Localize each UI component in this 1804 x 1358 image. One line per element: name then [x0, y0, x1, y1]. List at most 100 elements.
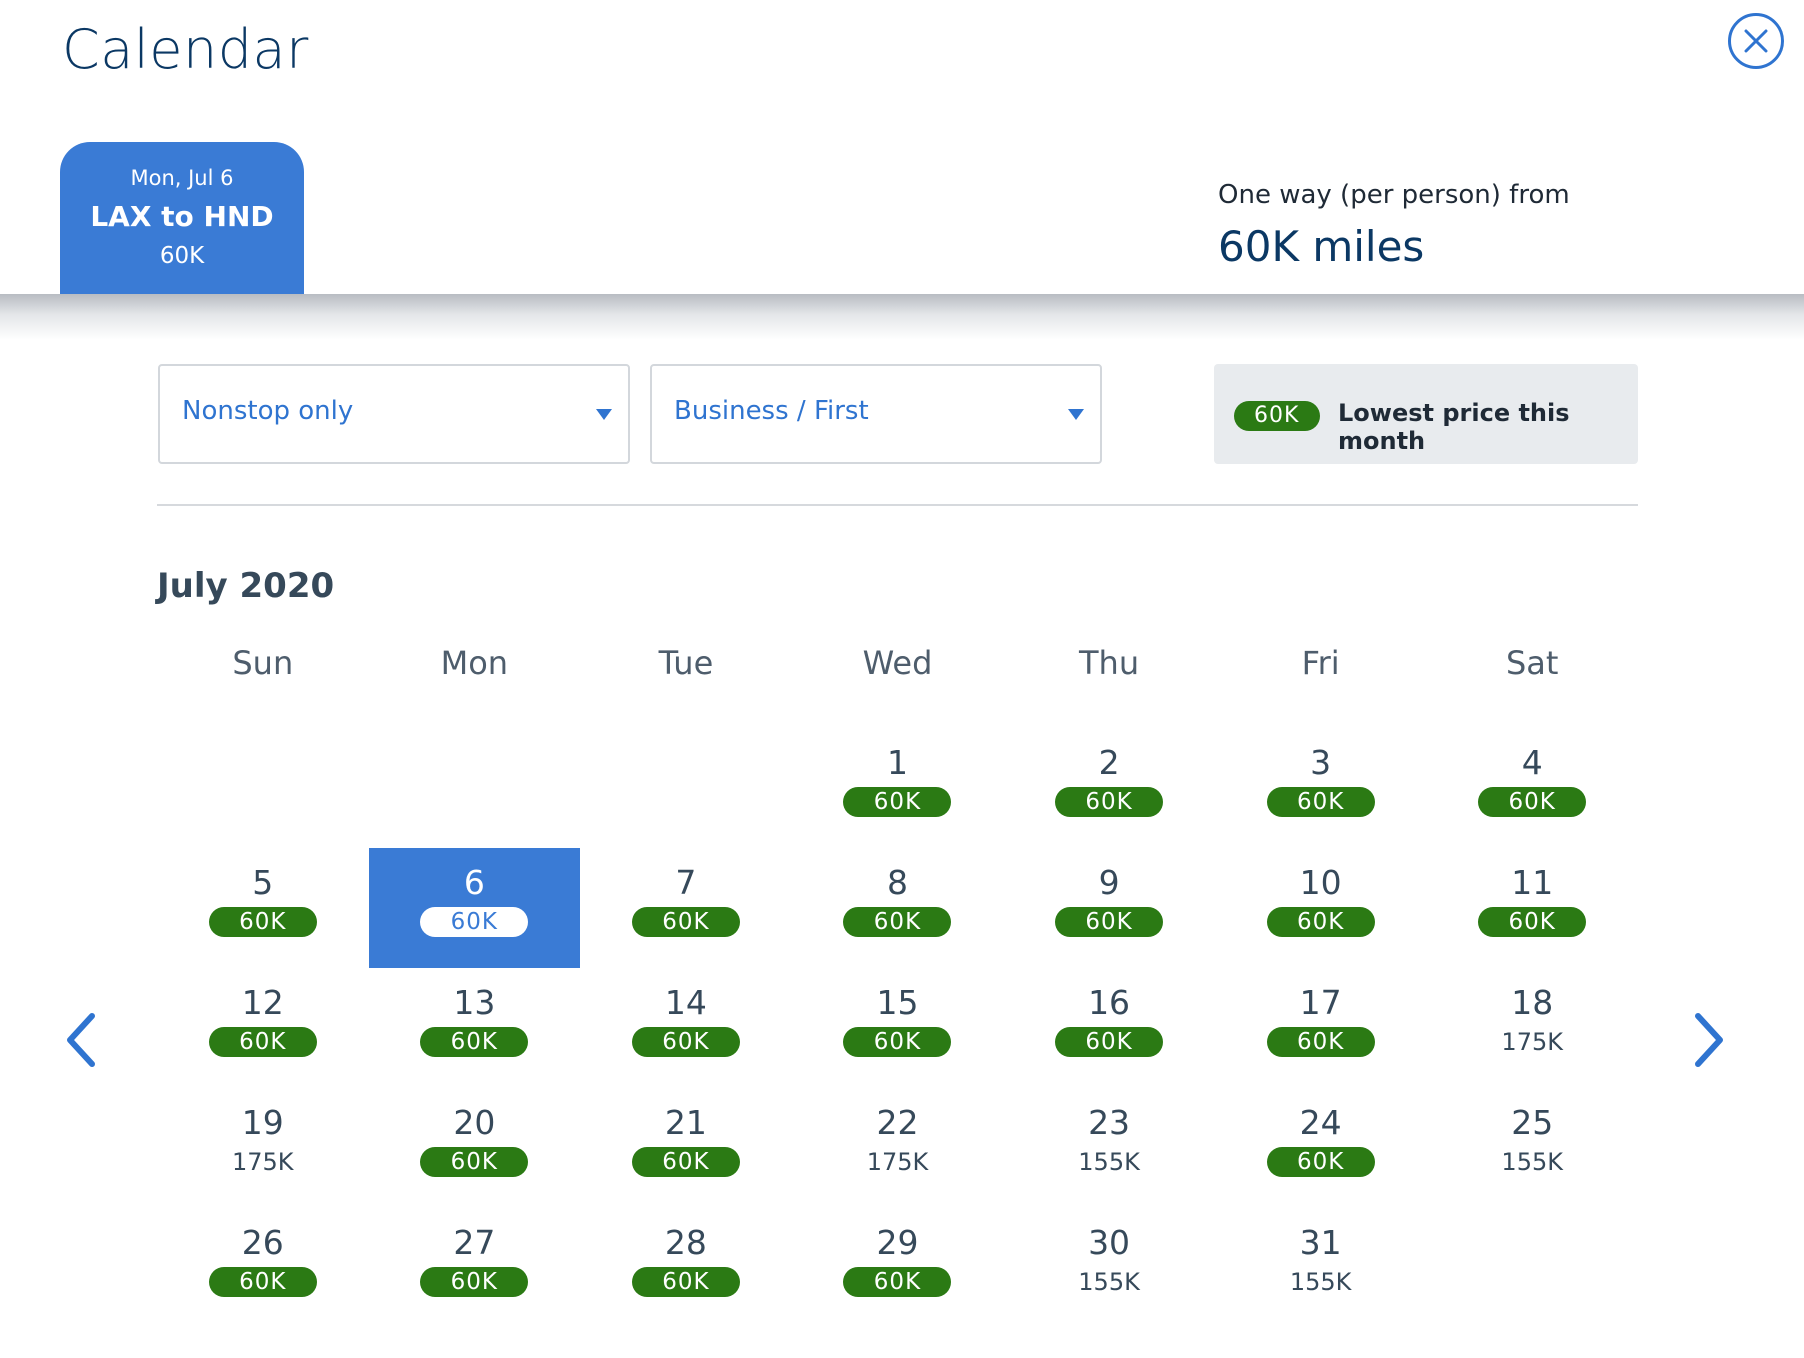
day-price: 155K — [1501, 1148, 1563, 1176]
day-number: 25 — [1511, 1103, 1554, 1142]
caret-down-icon — [1068, 409, 1084, 420]
lowest-price-badge: 60K — [1266, 1027, 1375, 1057]
day-number: 16 — [1088, 983, 1131, 1022]
day-number: 13 — [453, 983, 496, 1022]
day-number: 19 — [241, 1103, 284, 1142]
stops-dropdown[interactable]: Nonstop only — [158, 364, 630, 464]
cabin-dropdown[interactable]: Business / First — [650, 364, 1102, 464]
lowest-price-badge: 60K — [420, 1027, 529, 1057]
lowest-price-badge: 60K — [631, 1027, 740, 1057]
day-number: 6 — [463, 863, 485, 902]
calendar-day[interactable]: 17 60K — [1215, 968, 1427, 1088]
calendar-day[interactable]: 21 60K — [580, 1088, 792, 1208]
legend-badge: 60K — [1234, 401, 1320, 431]
month-title: July 2020 — [157, 566, 335, 606]
calendar-day[interactable]: 3 60K — [1215, 728, 1427, 848]
weekday-label: Wed — [862, 644, 933, 682]
calendar-day[interactable]: 5 60K — [157, 848, 369, 968]
calendar-day[interactable]: 26 60K — [157, 1208, 369, 1328]
lowest-price-badge: 60K — [1266, 907, 1375, 937]
weekday-label: Tue — [658, 644, 714, 682]
day-number: 18 — [1511, 983, 1554, 1022]
header-shadow — [0, 294, 1804, 340]
prev-month-button[interactable] — [64, 1010, 98, 1074]
day-number: 10 — [1299, 863, 1342, 902]
day-number: 20 — [453, 1103, 496, 1142]
lowest-price-badge: 60K — [1478, 787, 1587, 817]
lowest-price-badge: 60K — [631, 1267, 740, 1297]
lowest-price-badge: 60K — [843, 907, 952, 937]
calendar-day[interactable]: 31 155K — [1215, 1208, 1427, 1328]
day-number: 8 — [886, 863, 908, 902]
day-price: 155K — [1078, 1148, 1140, 1176]
close-button[interactable] — [1728, 13, 1784, 69]
calendar-day[interactable]: 14 60K — [580, 968, 792, 1088]
legend-text: Lowest price this month — [1338, 399, 1570, 455]
weekday-label: Fri — [1301, 644, 1340, 682]
day-number: 1 — [886, 743, 908, 782]
lowest-price-badge: 60K — [843, 1267, 952, 1297]
calendar-day-selected[interactable]: 6 60K — [368, 848, 581, 968]
stops-dropdown-value: Nonstop only — [182, 396, 354, 426]
calendar-grid: 1 60K 2 60K 3 60K 4 60K 5 60K 6 60K 7 60K 8 60K 9 60K 10 60… — [157, 728, 1638, 1328]
calendar-day[interactable]: 9 60K — [1003, 848, 1215, 968]
day-number: 29 — [876, 1223, 919, 1262]
calendar-day[interactable]: 4 60K — [1426, 728, 1638, 848]
trip-tab[interactable]: Mon, Jul 6 LAX to HND 60K — [60, 142, 304, 294]
lowest-price-badge: 60K — [208, 1267, 317, 1297]
day-number: 4 — [1521, 743, 1543, 782]
day-number: 21 — [664, 1103, 707, 1142]
day-number: 24 — [1299, 1103, 1342, 1142]
lowest-price-badge: 60K — [1478, 907, 1587, 937]
calendar-day[interactable]: 30 155K — [1003, 1208, 1215, 1328]
trip-route: LAX to HND — [90, 200, 274, 233]
calendar-day[interactable]: 27 60K — [369, 1208, 581, 1328]
calendar-day[interactable]: 22 175K — [792, 1088, 1004, 1208]
lowest-price-badge: 60K — [420, 1267, 529, 1297]
lowest-price-badge: 60K — [1055, 787, 1164, 817]
calendar-day[interactable]: 24 60K — [1215, 1088, 1427, 1208]
calendar-day[interactable]: 2 60K — [1003, 728, 1215, 848]
calendar-day[interactable]: 11 60K — [1426, 848, 1638, 968]
divider — [157, 504, 1638, 506]
day-number: 5 — [252, 863, 274, 902]
day-number: 3 — [1310, 743, 1332, 782]
day-number: 30 — [1088, 1223, 1131, 1262]
calendar-day[interactable]: 7 60K — [580, 848, 792, 968]
next-month-button[interactable] — [1692, 1010, 1726, 1074]
day-price: 155K — [1078, 1268, 1140, 1296]
day-number: 2 — [1098, 743, 1120, 782]
fare-summary-label: One way (per person) from — [1218, 180, 1570, 210]
lowest-price-badge: 60K — [631, 907, 740, 937]
calendar-day[interactable]: 12 60K — [157, 968, 369, 1088]
calendar-day[interactable]: 8 60K — [792, 848, 1004, 968]
calendar-day[interactable]: 23 155K — [1003, 1088, 1215, 1208]
lowest-price-legend: 60K Lowest price this month — [1214, 364, 1638, 464]
lowest-price-badge: 60K — [420, 1147, 529, 1177]
fare-summary-value: 60K miles — [1218, 222, 1425, 271]
fare-summary: One way (per person) from 60K miles — [1218, 180, 1570, 271]
trip-date: Mon, Jul 6 — [130, 166, 234, 190]
calendar-day[interactable]: 1 60K — [792, 728, 1004, 848]
weekday-label: Mon — [440, 644, 509, 682]
lowest-price-badge: 60K — [1266, 787, 1375, 817]
close-icon — [1744, 29, 1768, 53]
calendar-day[interactable]: 29 60K — [792, 1208, 1004, 1328]
calendar-day[interactable]: 13 60K — [369, 968, 581, 1088]
calendar-day[interactable]: 15 60K — [792, 968, 1004, 1088]
calendar-day[interactable]: 25 155K — [1426, 1088, 1638, 1208]
chevron-right-icon — [1695, 1013, 1723, 1067]
lowest-price-badge: 60K — [1266, 1147, 1375, 1177]
calendar-day[interactable]: 28 60K — [580, 1208, 792, 1328]
calendar-day[interactable]: 10 60K — [1215, 848, 1427, 968]
calendar-day[interactable]: 18 175K — [1426, 968, 1638, 1088]
calendar-day[interactable]: 20 60K — [369, 1088, 581, 1208]
lowest-price-badge: 60K — [1055, 1027, 1164, 1057]
weekday-header: Sun Mon Tue Wed Thu Fri Sat — [157, 644, 1638, 682]
day-number: 27 — [453, 1223, 496, 1262]
calendar-day[interactable]: 16 60K — [1003, 968, 1215, 1088]
lowest-price-badge: 60K — [420, 907, 529, 937]
calendar-empty-cell — [157, 728, 369, 848]
day-price: 175K — [866, 1148, 929, 1176]
calendar-day[interactable]: 19 175K — [157, 1088, 369, 1208]
